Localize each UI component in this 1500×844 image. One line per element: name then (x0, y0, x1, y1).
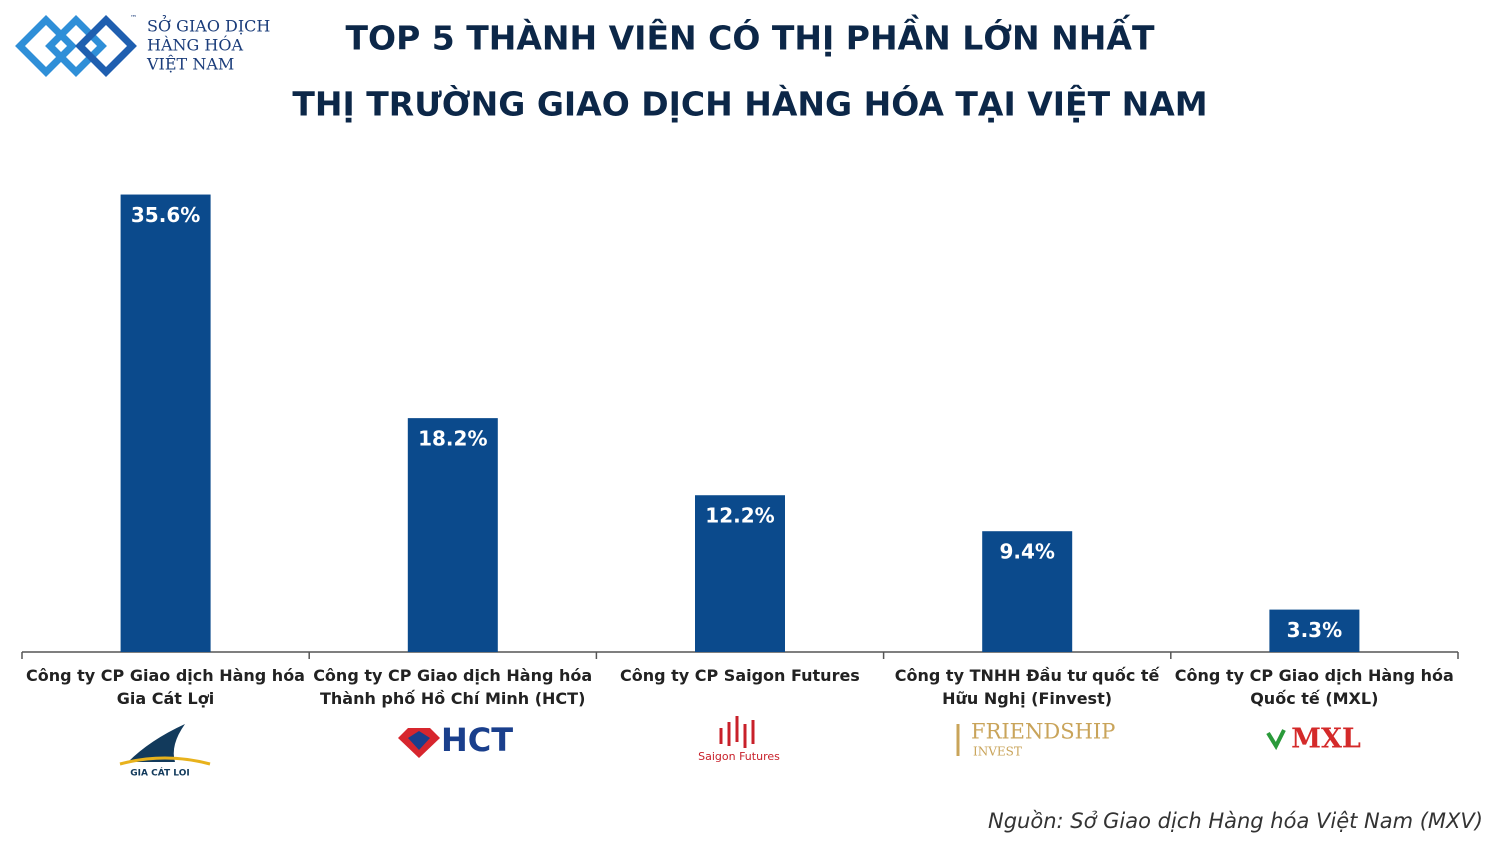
source: Nguồn: Sở Giao dịch Hàng hóa Việt Nam (M… (988, 809, 1483, 833)
value-label: 9.4% (999, 540, 1054, 564)
x-tick-label: Công ty CP Giao dịch Hàng hóa Quốc tế (M… (1174, 666, 1454, 708)
logo-text: Saigon Futures (698, 750, 780, 763)
x-tick-label: Công ty TNHH Đầu tư quốc tế Hữu Nghị (Fi… (894, 666, 1160, 708)
logo-friendship: FRIENDSHIP INVEST (956, 720, 1115, 759)
value-label: 3.3% (1287, 618, 1342, 642)
value-label: 35.6% (131, 203, 200, 227)
logo-hct: HCT (398, 721, 513, 759)
brand-line: VIỆT NAM (146, 55, 234, 74)
logo-text: HCT (441, 721, 513, 759)
logo-text: MXL (1291, 724, 1361, 755)
logo-text: INVEST (973, 745, 1022, 759)
brand-logo: ™ SỞ GIAO DỊCH HÀNG HÓA VIỆT NAM (15, 14, 270, 77)
brand-tm: ™ (130, 14, 137, 22)
bar (407, 418, 498, 652)
x-tick-label: Công ty CP Giao dịch Hàng hóa Thành phố … (313, 666, 593, 708)
logo-saigon-futures: Saigon Futures (698, 716, 780, 763)
bar (1269, 609, 1360, 652)
bar (120, 194, 211, 653)
bar (982, 531, 1073, 652)
logo-mxl: MXL (1266, 724, 1361, 755)
value-label: 18.2% (418, 427, 487, 451)
x-tick-label: Công ty CP Giao dịch Hàng hóa Gia Cát Lợ… (26, 666, 305, 708)
brand-line: HÀNG HÓA (147, 35, 243, 55)
brand-line: SỞ GIAO DỊCH (147, 14, 270, 36)
logo-text: GIA CÁT LOI (130, 767, 189, 779)
logo-text: FRIENDSHIP (971, 720, 1115, 744)
chart-subtitle: THỊ TRƯỜNG GIAO DỊCH HÀNG HÓA TẠI VIỆT N… (292, 84, 1207, 124)
chart-title: TOP 5 THÀNH VIÊN CÓ THỊ PHẦN LỚN NHẤT (346, 14, 1155, 58)
value-label: 12.2% (705, 504, 774, 528)
logo-gia-cat-loi: GIA CÁT LOI (119, 724, 211, 779)
x-tick-label: Công ty CP Saigon Futures (619, 666, 860, 685)
bar (695, 495, 785, 652)
